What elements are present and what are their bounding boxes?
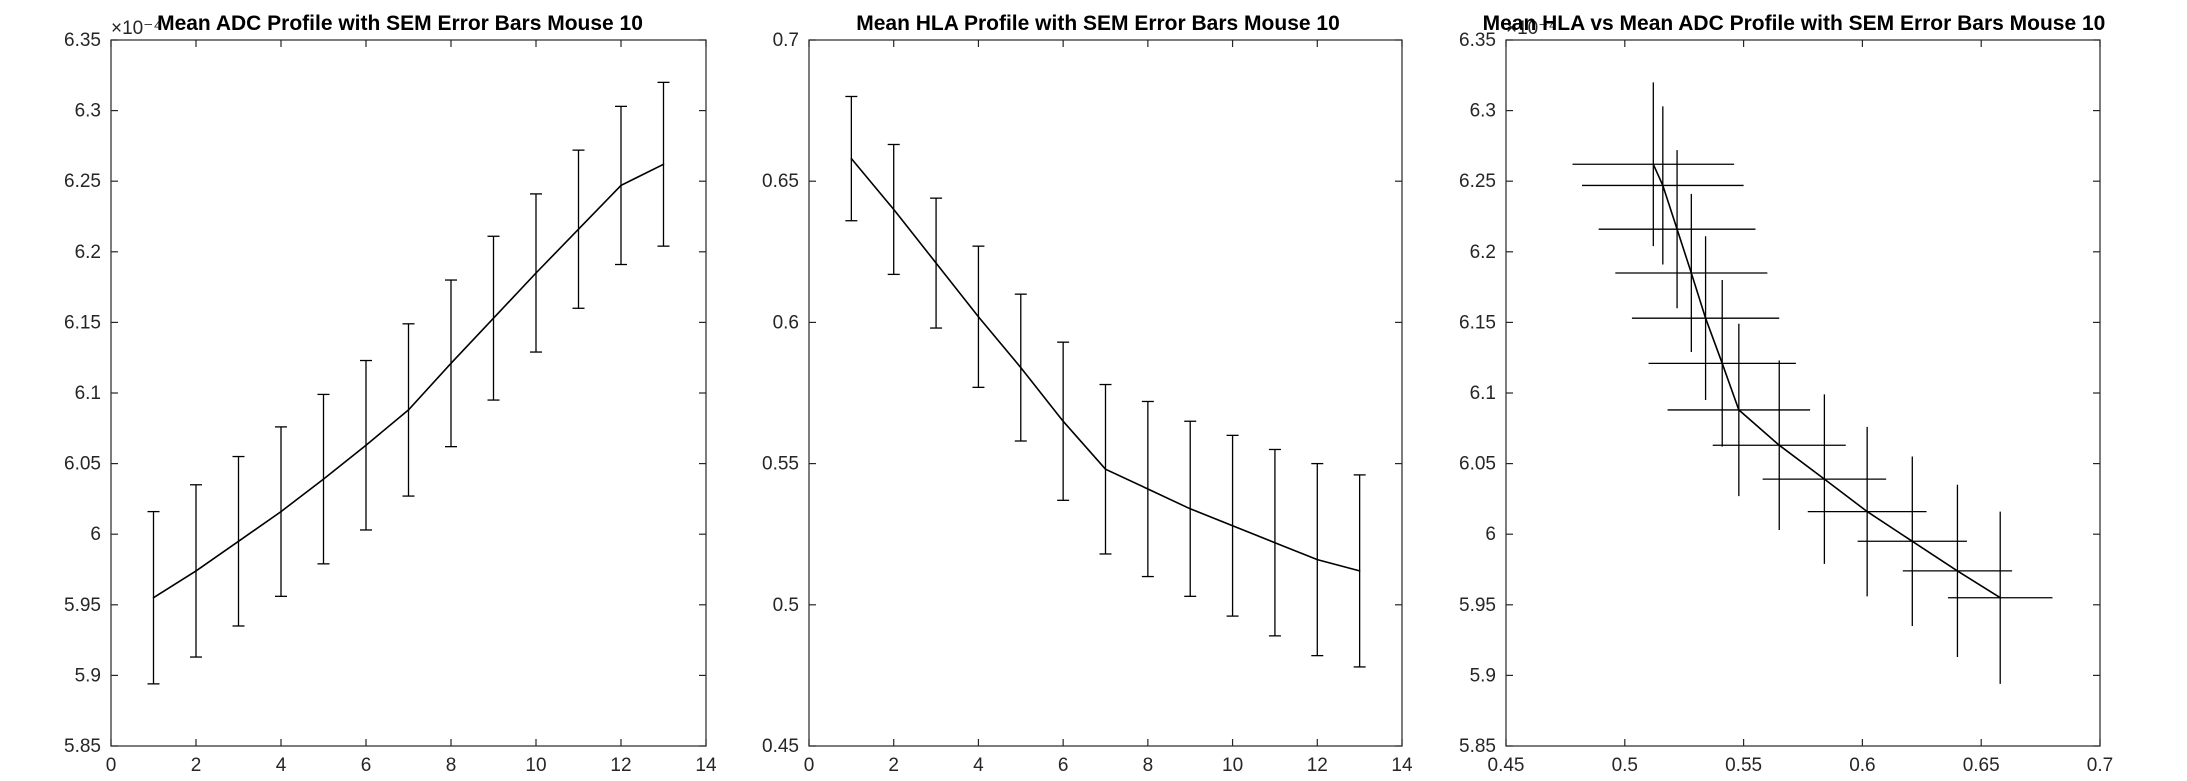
hla-vs-adc-y-tick-label: 6.35 bbox=[1459, 30, 1496, 51]
hla-vs-adc-x-tick-label: 0.6 bbox=[1849, 755, 1875, 776]
adc-profile-data-point bbox=[195, 570, 197, 572]
hla-profile-x-tick-label: 12 bbox=[1307, 755, 1328, 776]
hla-vs-adc-x-tick-label: 0.5 bbox=[1612, 755, 1638, 776]
adc-profile-data-point bbox=[365, 444, 367, 447]
hla-profile-y-tick-label: 0.7 bbox=[773, 30, 799, 51]
hla-profile-data-point bbox=[1358, 570, 1361, 572]
hla-profile-data-point bbox=[1231, 524, 1234, 527]
hla-vs-adc-y-tick-label: 6 bbox=[1485, 524, 1496, 545]
adc-profile-panel: 0 2 4 6 8 10 12 14 5.85 5.9 5.95 6 6.05 6.1 6.15 6.2 6.2… bbox=[64, 12, 717, 776]
adc-profile-x-tick-label: 4 bbox=[276, 755, 287, 776]
hla-vs-adc-y-tick-label: 6.2 bbox=[1470, 242, 1496, 263]
adc-profile-x-tick-label: 2 bbox=[191, 755, 202, 776]
hla-vs-adc-panel: 0.45 0.5 0.55 0.6 0.65 0.7 5.85 5.9 5.95 6 6.05 6.1… bbox=[1459, 12, 2113, 776]
hla-vs-adc-data-point bbox=[1956, 570, 1959, 572]
hla-profile-x-tick-label: 6 bbox=[1058, 755, 1069, 776]
hla-profile-title: Mean HLA Profile with SEM Error Bars Mou… bbox=[856, 12, 1340, 35]
hla-vs-adc-data-point bbox=[1676, 228, 1678, 231]
hla-profile-y-tick-label: 0.6 bbox=[773, 312, 799, 333]
hla-vs-adc-x-tick-label: 0.55 bbox=[1725, 755, 1762, 776]
hla-vs-adc-y-tick-label: 6.1 bbox=[1470, 383, 1496, 404]
hla-profile-x-tick-label: 8 bbox=[1143, 755, 1154, 776]
hla-vs-adc-data-point bbox=[1999, 596, 2002, 599]
hla-vs-adc-y-exponent-label: ×10⁻⁴ bbox=[1506, 18, 1556, 39]
adc-profile-data-point bbox=[322, 478, 325, 480]
hla-profile-y-tick-label: 0.55 bbox=[762, 454, 799, 475]
hla-profile-data-point bbox=[977, 315, 980, 318]
hla-profile-x-tick-label: 4 bbox=[973, 755, 984, 776]
adc-profile-x-tick-label: 14 bbox=[695, 755, 717, 776]
adc-profile-data-point bbox=[407, 409, 410, 411]
adc-profile-y-tick-label: 6.3 bbox=[75, 101, 101, 122]
hla-profile-x-tick-label: 0 bbox=[804, 755, 815, 776]
hla-vs-adc-plot-area bbox=[1505, 39, 2101, 747]
adc-profile-y-tick-label: 6 bbox=[90, 524, 101, 545]
adc-profile-data-point bbox=[662, 163, 665, 166]
adc-profile-y-tick-label: 6.1 bbox=[75, 383, 101, 404]
adc-profile-x-tick-label: 6 bbox=[361, 755, 372, 776]
hla-vs-adc-data-point bbox=[1690, 272, 1693, 274]
hla-profile-data-point bbox=[1316, 558, 1319, 561]
adc-profile-data-point bbox=[237, 540, 240, 543]
adc-profile-y-tick-label: 5.9 bbox=[75, 665, 101, 686]
hla-vs-adc-x-tick-label: 0.45 bbox=[1488, 755, 1525, 776]
adc-profile-x-tick-label: 10 bbox=[525, 755, 546, 776]
adc-profile-y-tick-label: 6.15 bbox=[64, 312, 101, 333]
hla-vs-adc-data-point bbox=[1823, 478, 1826, 480]
hla-vs-adc-y-tick-label: 6.05 bbox=[1459, 454, 1496, 475]
adc-profile-y-tick-label: 6.35 bbox=[64, 30, 101, 51]
adc-profile-data-point bbox=[152, 596, 155, 599]
hla-vs-adc-title: Mean HLA vs Mean ADC Profile with SEM Er… bbox=[1483, 12, 2106, 35]
hla-vs-adc-data-point bbox=[1778, 444, 1781, 447]
adc-profile-y-tick-label: 5.85 bbox=[64, 736, 101, 757]
hla-vs-adc-x-tick-label: 0.65 bbox=[1963, 755, 2000, 776]
hla-profile-panel: 0 2 4 6 8 10 12 14 0.45 0.5 0.55 0.6 0.65 0.7 Mean HLA… bbox=[762, 12, 1413, 776]
hla-profile-x-tick-label: 10 bbox=[1222, 755, 1243, 776]
hla-profile-x-tick-label: 14 bbox=[1391, 755, 1413, 776]
hla-profile-data-point bbox=[1147, 488, 1149, 490]
adc-profile-data-point bbox=[492, 317, 495, 319]
hla-vs-adc-y-tick-label: 5.95 bbox=[1459, 595, 1496, 616]
adc-profile-x-tick-label: 8 bbox=[446, 755, 457, 776]
hla-vs-adc-data-point bbox=[1911, 540, 1914, 543]
adc-profile-data-point bbox=[577, 228, 580, 231]
hla-profile-data-point bbox=[1062, 420, 1064, 423]
hla-vs-adc-y-tick-label: 6.25 bbox=[1459, 171, 1496, 192]
adc-profile-y-tick-label: 5.95 bbox=[64, 595, 101, 616]
adc-profile-x-tick-label: 12 bbox=[610, 755, 631, 776]
hla-vs-adc-y-tick-label: 6.3 bbox=[1470, 101, 1496, 122]
hla-profile-y-tick-label: 0.5 bbox=[773, 595, 799, 616]
hla-profile-data-point bbox=[1019, 366, 1022, 369]
hla-vs-adc-data-point bbox=[1866, 510, 1868, 513]
hla-vs-adc-y-tick-label: 6.15 bbox=[1459, 312, 1496, 333]
hla-profile-data-point bbox=[935, 262, 937, 264]
hla-profile-data-point bbox=[1274, 541, 1276, 544]
adc-profile-data-point bbox=[450, 362, 452, 365]
adc-profile-y-exponent-label: ×10⁻⁴ bbox=[111, 18, 161, 39]
hla-vs-adc-data-point bbox=[1721, 362, 1724, 365]
adc-profile-data-point bbox=[535, 272, 537, 274]
adc-profile-y-tick-label: 6.05 bbox=[64, 454, 101, 475]
adc-profile-y-tick-label: 6.25 bbox=[64, 171, 101, 192]
hla-profile-data-point bbox=[1189, 507, 1192, 510]
hla-vs-adc-data-point bbox=[1652, 163, 1655, 166]
adc-profile-data-point bbox=[620, 184, 622, 187]
adc-profile-data-point bbox=[280, 510, 282, 513]
hla-profile-data-point bbox=[892, 208, 895, 211]
hla-profile-y-tick-label: 0.45 bbox=[762, 736, 799, 757]
hla-vs-adc-data-point bbox=[1704, 317, 1707, 319]
adc-profile-title: Mean ADC Profile with SEM Error Bars Mou… bbox=[157, 12, 643, 35]
hla-profile-x-tick-label: 2 bbox=[888, 755, 899, 776]
hla-vs-adc-y-tick-label: 5.9 bbox=[1470, 665, 1496, 686]
adc-profile-x-tick-label: 0 bbox=[106, 755, 117, 776]
hla-profile-y-tick-label: 0.65 bbox=[762, 171, 799, 192]
hla-profile-data-point bbox=[1104, 468, 1107, 471]
hla-vs-adc-x-tick-label: 0.7 bbox=[2087, 755, 2113, 776]
adc-profile-y-tick-label: 6.2 bbox=[75, 242, 101, 263]
hla-vs-adc-data-point bbox=[1662, 184, 1664, 187]
hla-vs-adc-y-tick-label: 5.85 bbox=[1459, 736, 1496, 757]
hla-profile-data-point bbox=[850, 157, 853, 160]
hla-vs-adc-data-point bbox=[1738, 409, 1740, 411]
